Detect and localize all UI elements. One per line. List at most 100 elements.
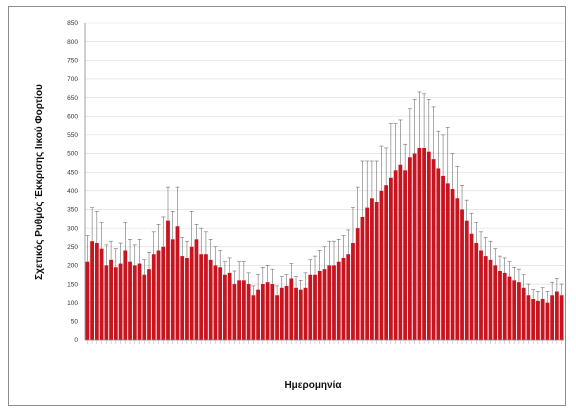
bar [113,267,118,340]
bar [431,159,436,340]
bar [94,243,99,340]
bar [128,261,132,340]
bar [194,239,199,340]
bar [156,250,161,340]
bar [270,284,275,340]
bar [223,274,227,340]
x-axis-title: Ημερομηνία [284,380,342,391]
bar [526,295,531,340]
bar [265,282,270,340]
y-tick-label: 650 [67,95,78,102]
bar [251,295,256,340]
chart-frame: 0 50 100 150 200 250 300 350 400 450 500 550 600 650 7… [8,6,566,406]
bar [298,289,303,340]
bar [227,272,232,340]
bar [493,265,498,340]
bar [118,263,123,340]
bar [85,261,90,340]
bar [336,261,341,340]
bar [464,220,469,340]
bar [393,170,398,340]
bar [512,280,517,340]
bar [488,259,493,340]
bar [412,153,417,340]
bar [104,265,109,340]
bar [540,298,545,340]
y-tick-label: 350 [67,207,78,214]
y-tick-label: 200 [67,263,78,270]
bar [445,183,450,340]
bar [166,220,170,340]
bar [237,280,242,340]
bar [275,295,279,340]
bar [256,289,261,340]
bar [441,175,445,340]
bar [346,254,351,340]
bar [142,274,147,340]
bar [531,298,536,340]
bar [180,256,185,340]
bar [161,246,166,340]
bar [379,190,384,340]
bar [204,254,208,340]
bar-chart: 0 50 100 150 200 250 300 350 400 450 500 550 600 650 7… [34,20,564,391]
bar [260,284,265,340]
bar [403,170,408,340]
bar [559,295,564,340]
y-tick-label: 300 [67,225,78,232]
bar [279,287,284,340]
bar [341,257,346,340]
y-tick-label: 600 [67,113,78,120]
bar [355,228,360,340]
bar [284,285,289,340]
bar [308,274,313,340]
bar [479,250,483,340]
bar [90,241,95,340]
bar [313,274,317,340]
y-tick-label: 400 [67,188,78,195]
error-bars-group [85,91,564,303]
bars-group [85,147,564,340]
y-tick-label: 250 [67,244,78,251]
bar [175,226,180,340]
y-tick-label: 850 [67,20,78,27]
y-tick-labels: 0 50 100 150 200 250 300 350 400 450 500 550 600 650 7… [67,20,78,344]
y-tick-label: 500 [67,151,78,158]
bar [351,243,355,340]
bar [502,272,507,340]
bar [483,256,488,340]
bar [294,287,298,340]
bar [507,276,512,340]
y-tick-label: 100 [67,300,78,307]
x-tick-labels [87,340,562,344]
bar [474,243,479,340]
bar [246,284,251,340]
y-axis-title: Σχετικός Ρυθμός Έκκρισης Ιικού Φορτίου [34,84,45,280]
bar [536,300,540,340]
bar [147,269,151,340]
bar [218,267,223,340]
y-tick-label: 0 [74,337,78,344]
bar [199,254,204,340]
bar [370,198,374,340]
bar [132,265,137,340]
bar [521,287,526,340]
bar [327,265,332,340]
y-tick-label: 450 [67,169,78,176]
bar [289,278,294,340]
bar [498,271,502,340]
bar [137,263,142,340]
bar [469,233,474,340]
bar [170,239,175,340]
bar [109,259,113,340]
bar [185,257,189,340]
bar [123,250,128,340]
bar [189,246,194,340]
bar [303,287,308,340]
bar [365,207,370,340]
bar [388,177,393,340]
y-tick-label: 50 [71,319,79,326]
bar [455,198,460,340]
bar [517,282,521,340]
bar [232,284,237,340]
